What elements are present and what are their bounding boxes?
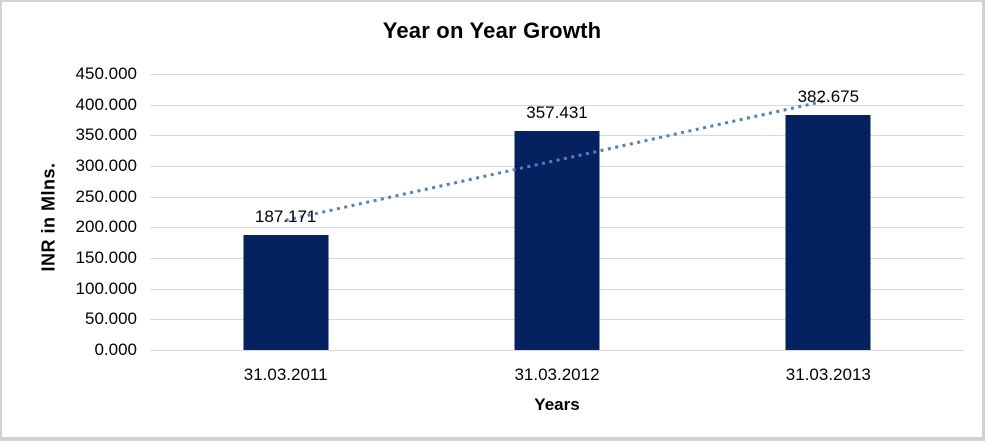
y-tick-label: 100.000 bbox=[75, 278, 137, 298]
chart-title: Year on Year Growth bbox=[382, 18, 602, 43]
data-label: 357.431 bbox=[526, 102, 588, 122]
data-label: 187.171 bbox=[254, 207, 317, 227]
trendline bbox=[285, 98, 829, 222]
bar-31.03.2013 bbox=[785, 115, 871, 350]
x-tick-label: 31.03.2013 bbox=[785, 365, 871, 384]
bar-31.03.2011 bbox=[243, 235, 329, 350]
gridline bbox=[150, 74, 964, 75]
x-axis-title: Years bbox=[534, 395, 580, 414]
data-label: 382.675 bbox=[797, 87, 860, 107]
y-tick-label: 200.000 bbox=[75, 217, 137, 237]
gridline bbox=[150, 350, 964, 351]
gridline bbox=[150, 104, 964, 106]
y-tick-label: 450.000 bbox=[75, 64, 137, 83]
y-tick-label: 150.000 bbox=[75, 248, 137, 267]
y-tick-label: 400.000 bbox=[75, 94, 137, 114]
x-tick-label: 31.03.2011 bbox=[243, 365, 328, 384]
plot-area: 187.171 357.431 382.675 bbox=[150, 74, 964, 351]
y-tick-label: 250.000 bbox=[75, 186, 137, 206]
y-tick-label: 50.000 bbox=[85, 309, 137, 329]
y-tick-label: 0.000 bbox=[94, 340, 137, 359]
y-tick-label: 300.000 bbox=[75, 156, 137, 175]
trendline-layer bbox=[285, 98, 829, 222]
y-tick-label: 350.000 bbox=[75, 125, 137, 145]
x-tick-label: 31.03.2012 bbox=[514, 365, 600, 384]
